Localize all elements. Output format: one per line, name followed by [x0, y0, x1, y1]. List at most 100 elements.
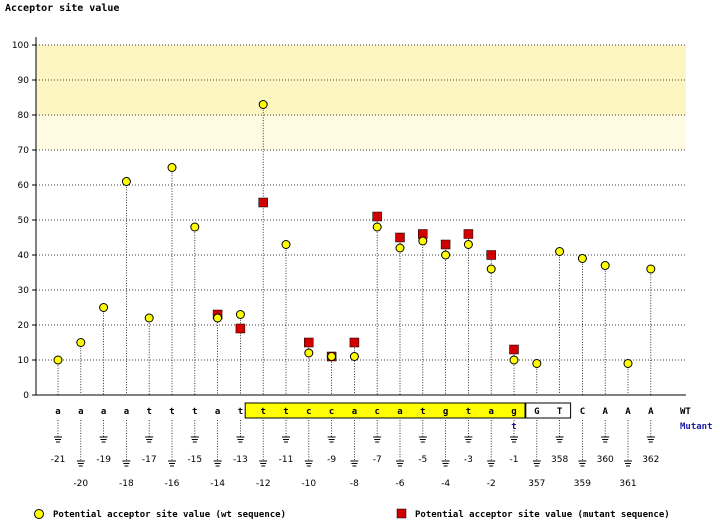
band-mid	[36, 115, 686, 150]
wt-base: a	[488, 407, 493, 417]
mutant-base: t	[511, 422, 516, 432]
wt-base: t	[260, 407, 265, 417]
wt-marker	[304, 348, 314, 358]
exon-box-normal	[525, 402, 572, 419]
wt-marker	[486, 264, 496, 274]
wt-base: T	[557, 407, 563, 417]
mutant-marker	[509, 344, 519, 355]
y-tick-label: 10	[18, 356, 30, 366]
row-label-mutant: Mutant	[680, 422, 713, 432]
position-number: 357	[528, 479, 545, 489]
wt-marker	[441, 250, 451, 260]
wt-marker	[190, 222, 200, 232]
wt-base: t	[192, 407, 197, 417]
wt-base: a	[101, 407, 106, 417]
position-number: 359	[574, 479, 591, 489]
sequence-labels: a -21 a -20 a -19 a -18 t -17 t -16 t -15 a -14 t -13 t -12…	[51, 407, 660, 489]
position-number: -11	[279, 455, 294, 465]
data-markers	[53, 100, 656, 368]
position-number: -3	[464, 455, 473, 465]
y-tick-label: 0	[23, 391, 29, 401]
wt-marker	[99, 303, 109, 312]
wt-marker	[646, 264, 656, 274]
wt-base: A	[648, 407, 654, 417]
position-number: -10	[301, 479, 316, 489]
wt-base: A	[625, 407, 631, 417]
y-tick-label: 90	[18, 76, 30, 86]
wt-base: t	[420, 407, 425, 417]
y-tick-label: 60	[18, 181, 30, 191]
wt-marker	[167, 163, 177, 172]
position-number: -14	[210, 479, 225, 489]
y-tick-label: 70	[18, 146, 30, 156]
position-number: 358	[551, 455, 568, 465]
legend-wt-marker	[34, 509, 44, 519]
position-number: -1	[510, 455, 519, 465]
y-tick-label: 20	[18, 321, 30, 331]
wt-marker	[349, 352, 359, 361]
position-number: -4	[441, 479, 450, 489]
wt-marker	[144, 313, 154, 323]
position-number: -12	[256, 479, 271, 489]
row-label-wt: WT	[680, 407, 691, 417]
legend-mutant-label: Potential acceptor site value (mutant se…	[415, 509, 670, 520]
position-number: -17	[142, 455, 157, 465]
position-number: -9	[327, 455, 336, 465]
position-number: -21	[51, 455, 66, 465]
y-tick-label: 50	[18, 216, 30, 226]
wt-marker	[509, 355, 519, 365]
wt-base: G	[534, 407, 539, 417]
wt-marker	[121, 177, 131, 186]
mutant-marker	[372, 211, 382, 222]
y-tick-label: 100	[12, 41, 29, 51]
mutant-marker	[440, 239, 451, 250]
position-number: -18	[119, 479, 134, 489]
position-number: -19	[96, 455, 111, 465]
position-number: -5	[418, 455, 427, 465]
legend-mutant-marker	[396, 508, 407, 519]
mutant-marker	[463, 229, 474, 239]
score-bands	[36, 45, 686, 150]
wt-marker	[281, 240, 291, 249]
position-number: -6	[396, 479, 405, 489]
wt-marker	[395, 243, 405, 253]
wt-base: g	[511, 407, 516, 417]
wt-base: t	[146, 407, 151, 417]
y-tick-label: 30	[18, 286, 30, 296]
mutant-marker	[349, 337, 360, 348]
legend-wt-label: Potential acceptor site value (wt sequen…	[53, 509, 286, 520]
wt-base: t	[466, 407, 471, 417]
wt-base: a	[78, 407, 83, 417]
position-number: 360	[597, 455, 614, 465]
mutant-marker	[258, 197, 268, 208]
legend: Potential acceptor site value (wt sequen…	[34, 508, 670, 520]
wt-marker	[213, 313, 223, 323]
position-number: -8	[350, 479, 359, 489]
wt-base: c	[329, 407, 334, 417]
wt-base: g	[443, 407, 448, 417]
mutant-marker	[395, 232, 405, 243]
wt-base: a	[352, 407, 357, 417]
wt-marker	[327, 352, 337, 361]
y-axis: 0 10 20 30 40 50 60 70 80 90 100	[12, 37, 686, 401]
wt-base: t	[283, 407, 288, 417]
position-number: -20	[73, 479, 88, 489]
wt-base: a	[215, 407, 220, 417]
wt-base: C	[580, 407, 585, 417]
wt-marker	[418, 236, 428, 246]
wt-marker	[463, 240, 473, 249]
wt-base: a	[55, 407, 60, 417]
exon-box-mutated	[244, 402, 526, 419]
wt-marker	[623, 359, 633, 368]
wt-marker	[53, 355, 63, 365]
chart-title: Acceptor site value	[5, 2, 119, 14]
wt-marker	[372, 222, 382, 232]
wt-base: A	[602, 407, 608, 417]
wt-base: a	[397, 407, 402, 417]
position-number: -13	[233, 455, 248, 465]
wt-base: c	[306, 407, 311, 417]
y-tick-label: 80	[18, 111, 30, 121]
mutant-marker	[304, 337, 314, 348]
wt-base: t	[169, 407, 174, 417]
